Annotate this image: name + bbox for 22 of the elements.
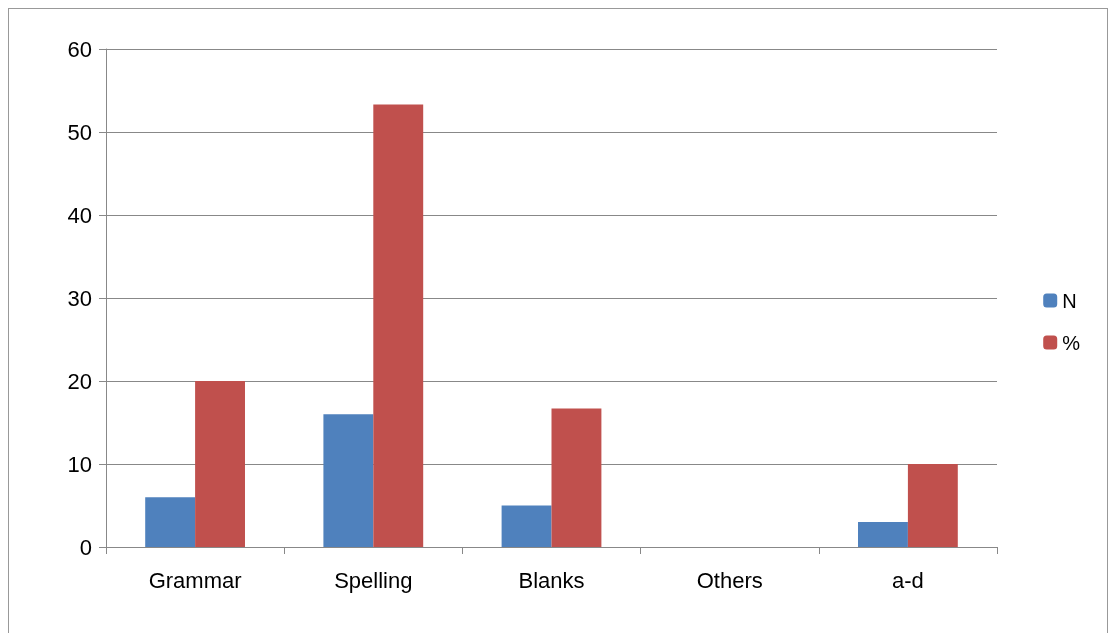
x-tick-label: Others (696, 567, 763, 593)
y-tick-label: 60 (67, 36, 92, 62)
y-tick-label: 20 (67, 368, 92, 394)
y-tick-label: 50 (67, 119, 92, 145)
x-tick-label: Grammar (148, 567, 242, 593)
y-tick-label: 10 (67, 451, 92, 477)
y-tick-label: 0 (79, 534, 92, 560)
y-tick-label: 30 (67, 285, 92, 311)
bar (323, 414, 374, 547)
bar (145, 497, 196, 547)
bar (551, 408, 602, 547)
x-tick-label: Blanks (518, 567, 585, 593)
x-tick-label: Spelling (334, 567, 413, 593)
legend-label: % (1062, 331, 1081, 354)
bar (501, 505, 552, 547)
bar (907, 464, 958, 547)
bar (858, 522, 908, 547)
y-tick-label: 40 (67, 202, 92, 228)
legend-label: N (1062, 289, 1077, 312)
bar (373, 104, 424, 547)
bar (195, 381, 245, 547)
x-tick-label: a-d (892, 567, 924, 593)
